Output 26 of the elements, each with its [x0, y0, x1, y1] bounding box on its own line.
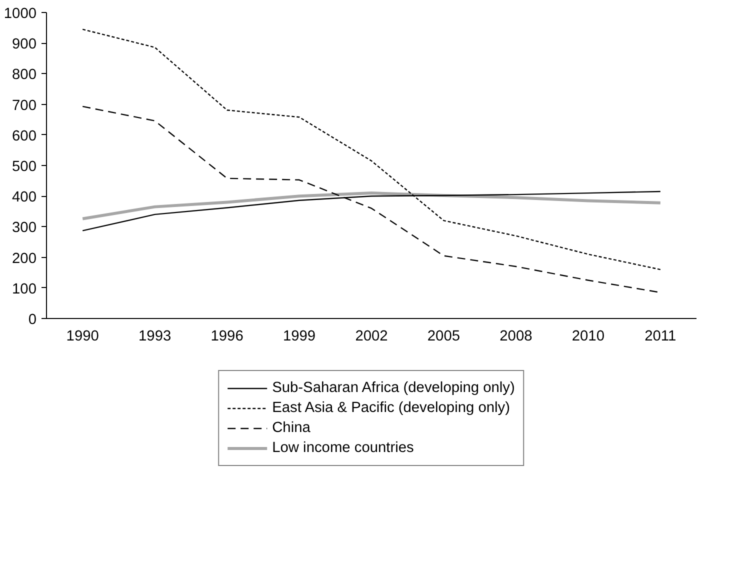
legend-label: Sub-Saharan Africa (developing only) [272, 379, 515, 397]
y-tick-label: 0 [28, 312, 37, 328]
x-tick-label: 2005 [427, 328, 460, 344]
line-series [82, 28, 661, 270]
y-tick-label: 300 [12, 220, 37, 236]
legend-label: East Asia & Pacific (developing only) [272, 399, 510, 417]
y-tick-label: 100 [12, 281, 37, 298]
y-tick-label: 800 [12, 67, 37, 84]
y-tick-label: 700 [12, 98, 37, 114]
y-tick-label: 400 [12, 190, 37, 206]
y-tick-label: 600 [12, 128, 37, 144]
x-tick-label: 2011 [644, 328, 676, 344]
y-tick-label: 900 [12, 36, 37, 53]
x-tick-label: 1993 [138, 328, 172, 344]
x-tick-label: 1996 [210, 328, 244, 344]
y-tick-label: 1000 [4, 6, 37, 22]
legend-label: China [272, 419, 310, 437]
x-tick-label: 1990 [66, 328, 99, 344]
y-tick-label: 500 [12, 159, 37, 175]
x-tick-label: 2008 [500, 328, 532, 344]
x-tick-label: 2010 [572, 328, 604, 344]
x-tick-label: 2002 [355, 328, 388, 344]
y-tick-label: 200 [12, 250, 37, 267]
line-series [81, 192, 662, 220]
legend-label: Low income countries [272, 439, 414, 457]
x-tick-label: 1999 [282, 328, 316, 344]
